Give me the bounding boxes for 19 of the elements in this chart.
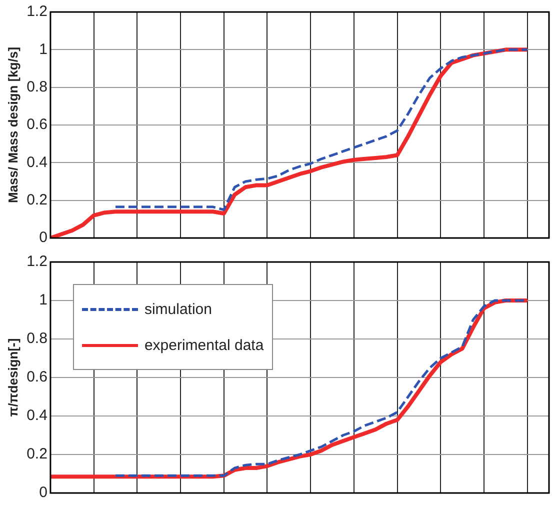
y-tick-label: 0.4 xyxy=(26,154,48,171)
y-tick-label: 1 xyxy=(39,292,48,309)
y-tick-label: 0.8 xyxy=(26,330,48,348)
y-tick-label: 0.4 xyxy=(26,407,48,424)
y-axis-title: π/πdesign[-] xyxy=(5,338,20,417)
y-tick-label: 0 xyxy=(39,484,48,502)
y-tick-label: 1.2 xyxy=(26,3,48,20)
y-tick-label: 0.6 xyxy=(26,116,48,134)
y-tick-label: 0.2 xyxy=(26,191,48,208)
y-axis-title: Mass/ Mass design [kg/s] xyxy=(5,46,20,204)
y-tick-label: 0.8 xyxy=(26,78,48,96)
legend-label: simulation xyxy=(144,300,212,318)
y-tick-label: 0 xyxy=(39,229,48,246)
y-tick-label: 0.6 xyxy=(26,368,48,386)
y-tick-label: 1 xyxy=(39,40,48,58)
legend-label: experimental data xyxy=(144,336,264,354)
y-tick-label: 1.2 xyxy=(26,253,48,270)
line-series xyxy=(114,48,529,211)
y-tick-label: 0.2 xyxy=(26,446,48,463)
